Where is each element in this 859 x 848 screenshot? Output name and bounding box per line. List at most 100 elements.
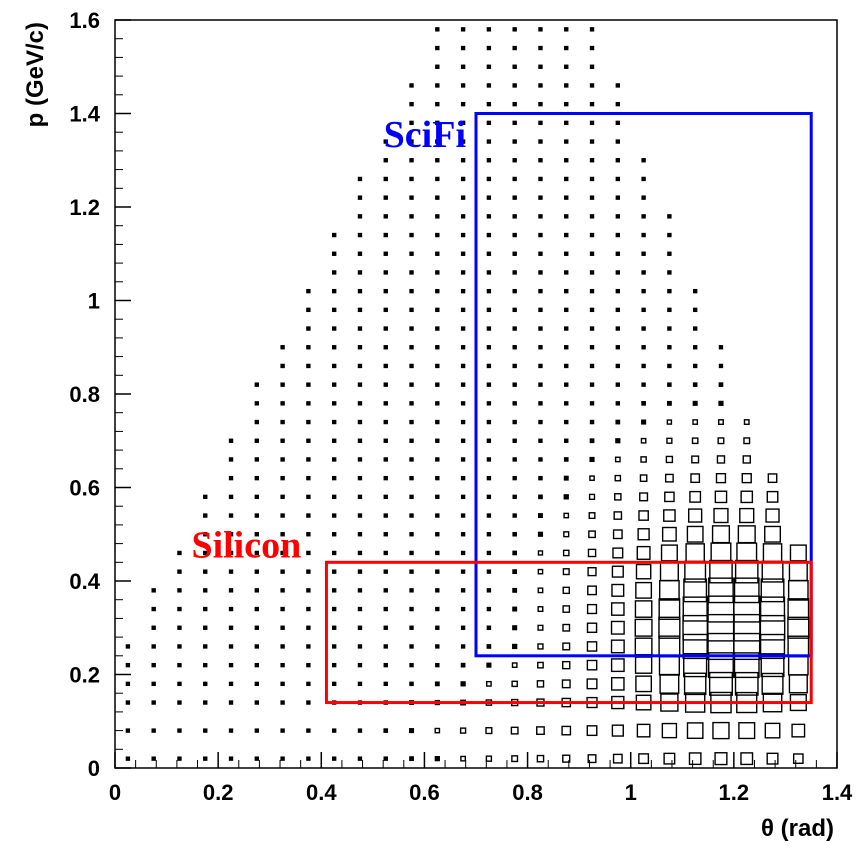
histogram-bin: [486, 494, 492, 500]
y-tick-label: 0.6: [69, 476, 100, 501]
histogram-bin: [125, 728, 131, 733]
histogram-bin: [306, 569, 311, 574]
histogram-bin: [637, 528, 650, 541]
histogram-bin: [614, 474, 622, 482]
histogram-bin: [512, 419, 517, 425]
histogram-bin: [331, 569, 337, 574]
histogram-bin: [612, 753, 623, 764]
histogram-bin: [228, 457, 234, 462]
histogram-bin: [306, 288, 311, 294]
histogram-bin: [712, 721, 730, 740]
histogram-bin: [589, 45, 595, 51]
histogram-bin: [512, 643, 518, 650]
histogram-bin: [177, 625, 182, 630]
histogram-bin: [254, 494, 260, 500]
histogram-bin: [615, 251, 621, 256]
histogram-bin: [459, 727, 467, 734]
histogram-bin: [254, 532, 260, 537]
histogram-bin: [734, 671, 759, 696]
histogram-bin: [460, 513, 466, 518]
histogram-bin: [254, 700, 260, 705]
histogram-bin: [460, 45, 466, 51]
histogram-bin: [409, 569, 414, 574]
histogram-bin: [564, 270, 569, 275]
histogram-bin: [460, 195, 466, 200]
histogram-bin: [658, 635, 681, 658]
x-tick-label: 0.8: [512, 780, 543, 805]
histogram-bin: [641, 382, 646, 387]
histogram-bin: [714, 490, 728, 504]
histogram-bin: [306, 756, 311, 761]
histogram-bin: [692, 326, 698, 331]
histogram-bin: [306, 728, 311, 733]
histogram-bin: [409, 307, 414, 313]
histogram-bin: [610, 639, 625, 654]
histogram-bin: [682, 633, 708, 660]
histogram-bin: [537, 661, 544, 669]
histogram-bin: [538, 513, 543, 519]
histogram-bin: [331, 681, 337, 687]
histogram-bin: [486, 326, 492, 331]
histogram-bin: [636, 723, 651, 738]
histogram-bin: [409, 625, 414, 630]
y-tick-label: 0.2: [69, 663, 100, 688]
histogram-bin: [485, 680, 492, 687]
histogram-bin: [357, 232, 363, 238]
histogram-bin: [331, 288, 337, 294]
histogram-bin: [383, 270, 388, 275]
histogram-bin: [177, 700, 182, 705]
histogram-bin: [228, 728, 234, 733]
histogram-bin: [435, 214, 440, 219]
histogram-bin: [659, 562, 679, 582]
histogram-bin: [306, 419, 311, 425]
histogram-bin: [538, 419, 543, 425]
histogram-bin: [151, 644, 156, 649]
y-tick-label: 0.4: [69, 569, 100, 594]
histogram-bin: [435, 139, 440, 144]
histogram-bin: [177, 569, 182, 574]
y-tick-label: 0: [88, 756, 100, 781]
histogram-bin: [331, 345, 337, 350]
histogram-bin: [254, 662, 260, 668]
histogram-bin: [280, 662, 285, 668]
histogram-bin: [589, 101, 595, 107]
histogram-bin: [767, 473, 778, 484]
histogram-bin: [683, 578, 708, 603]
histogram-bin: [435, 83, 440, 88]
histogram-bin: [564, 45, 569, 51]
histogram-bin: [383, 532, 388, 537]
histogram-bin: [383, 681, 388, 687]
histogram-bin: [151, 606, 156, 612]
histogram-bin: [562, 660, 571, 670]
y-tick-label: 1: [88, 289, 100, 314]
x-tick-label: 1.2: [719, 780, 750, 805]
histogram-bin: [409, 195, 414, 200]
histogram-bin: [435, 251, 440, 256]
histogram-bin: [203, 550, 208, 556]
histogram-bin: [563, 494, 569, 500]
histogram-bin: [512, 64, 517, 69]
histogram-bin: [306, 606, 311, 612]
histogram-bin: [743, 419, 750, 426]
histogram-bin: [511, 680, 518, 688]
histogram-bin: [357, 270, 363, 275]
histogram-bin: [280, 382, 285, 387]
histogram-bin: [564, 232, 569, 238]
histogram-bin: [409, 401, 414, 406]
histogram-bin: [536, 680, 545, 688]
histogram-bin: [203, 588, 208, 593]
histogram-bin: [512, 457, 517, 462]
histogram-bin: [667, 232, 672, 238]
histogram-bin: [228, 644, 234, 649]
histogram-bin: [357, 307, 363, 313]
histogram-bin: [125, 681, 131, 687]
histogram-bin: [587, 585, 597, 596]
histogram-bin: [486, 83, 492, 88]
histogram-bin: [589, 251, 595, 256]
histogram-bin: [658, 616, 681, 639]
histogram-bin: [409, 251, 414, 256]
histogram-bin: [254, 550, 260, 556]
histogram-bin: [254, 644, 260, 649]
histogram-bin: [228, 625, 234, 630]
histogram-bin: [486, 569, 492, 574]
